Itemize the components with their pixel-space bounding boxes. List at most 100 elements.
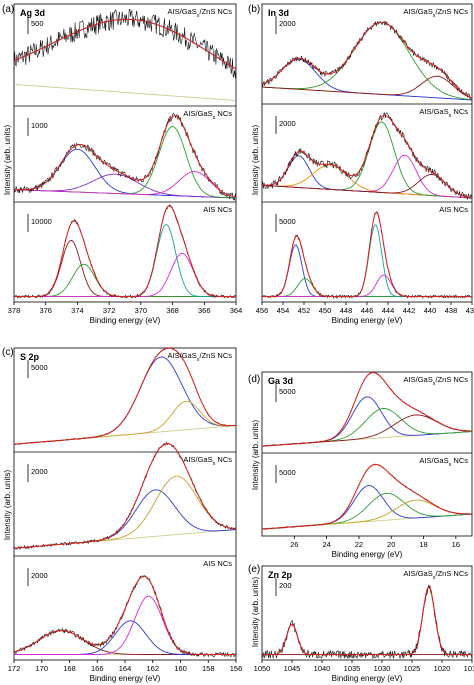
x-tick-label: 454 (277, 306, 290, 315)
sample-label: AIS/GaSx NCs (183, 455, 232, 467)
fit-envelope-line (13, 575, 236, 655)
peak-component-2 (261, 121, 473, 199)
sample-label: AIS/GaSx NCs (419, 107, 468, 119)
fit-envelope-line (261, 371, 472, 447)
peak-component-2 (13, 126, 237, 199)
fit-envelope-line (262, 114, 473, 199)
fit-envelope-line (262, 211, 472, 298)
scale-bar-label: 2000 (31, 467, 48, 476)
peak-component-1 (261, 21, 473, 101)
sample-label: AIS/GaSx/ZnS NCs (404, 375, 469, 387)
peak-component-2 (14, 224, 236, 298)
raw-data-line (13, 574, 237, 658)
peak-component-1 (261, 164, 473, 199)
subplot-0: AIS/GaSx/ZnS NCs 5000 (261, 371, 473, 447)
x-tick-label: 172 (8, 664, 21, 673)
x-axis-title: Binding energy (eV) (332, 316, 403, 325)
x-tick-label: 26 (290, 540, 298, 549)
scale-bar-label: 2000 (279, 119, 296, 128)
x-tick-label: 378 (8, 306, 21, 315)
y-axis-title: Intensity (arb. units) (3, 470, 12, 541)
peak-component-1 (13, 400, 237, 445)
x-tick-label: 168 (63, 664, 76, 673)
subplot-1: AIS/GaSx NCs 2000 (13, 441, 237, 551)
peak-component-1 (13, 173, 237, 199)
fit-envelope-line (13, 442, 237, 549)
peak-component-3 (262, 274, 472, 298)
plot-frame (261, 565, 473, 661)
x-axis-title: Binding energy (eV) (90, 316, 161, 325)
element-label: Zn 2p (268, 570, 293, 580)
peak-component-0 (262, 244, 472, 298)
x-tick-label: 158 (202, 664, 215, 673)
element-label: In 3d (268, 8, 289, 18)
x-tick-label: 1050 (254, 664, 271, 673)
x-tick-label: 156 (230, 664, 243, 673)
subplot-1: AIS/GaSx NCs 1000 (13, 105, 237, 202)
background-line (13, 84, 237, 101)
x-tick-label: 456 (256, 306, 269, 315)
x-axis-title: Binding energy (eV) (332, 674, 403, 683)
x-tick-label: 18 (419, 540, 427, 549)
panel-letter: (e) (248, 564, 260, 575)
x-tick-label: 170 (35, 664, 48, 673)
y-axis-title: Intensity (arb. units) (3, 125, 12, 196)
x-tick-label: 20 (387, 540, 395, 549)
sample-label: AIS/GaSx NCs (419, 456, 468, 468)
subplot-0: AIS/GaSx/ZnS NCs 200 (261, 569, 473, 660)
fit-envelope-line (261, 21, 473, 99)
x-tick-label: 1030 (374, 664, 391, 673)
plot-frame (261, 371, 473, 537)
peak-component-0 (13, 630, 236, 655)
fit-envelope-line (262, 586, 472, 656)
x-tick-label: 166 (91, 664, 104, 673)
peak-component-1 (14, 620, 236, 655)
x-tick-label: 438 (445, 306, 458, 315)
x-tick-label: 16 (452, 540, 460, 549)
x-tick-label: 1045 (284, 664, 301, 673)
x-tick-label: 372 (103, 306, 116, 315)
fit-envelope-line (262, 464, 472, 530)
peak-component-1 (13, 475, 237, 549)
peak-component-3 (14, 252, 236, 298)
peak-component-0 (13, 489, 237, 549)
x-axis-title: Binding energy (eV) (90, 674, 161, 683)
sample-label: AIS/GaSx/ZnS NCs (168, 7, 233, 19)
x-tick-label: 452 (298, 306, 311, 315)
x-tick-label: 448 (340, 306, 353, 315)
peak-component-3 (13, 171, 237, 198)
scale-bar-label: 5000 (279, 468, 296, 477)
scale-bar-label: 1000 (31, 121, 48, 130)
raw-data-line (261, 584, 473, 660)
subplot-2: AIS NCs 5000 (261, 201, 473, 300)
subplot-2: AIS NCs 2000 (13, 555, 237, 658)
panel-letter: (b) (248, 4, 260, 15)
scale-bar-label: 2000 (31, 571, 48, 580)
scale-bar-label: 500 (31, 19, 44, 28)
x-tick-label: 164 (119, 664, 132, 673)
element-label: Ga 3d (268, 376, 293, 386)
plot-frame (13, 3, 237, 303)
subplot-0: AIS/GaSx/ZnS NCs 2000 (261, 7, 473, 101)
panel-letter: (d) (248, 374, 260, 385)
x-tick-label: 370 (135, 306, 148, 315)
scale-bar-label: 10000 (31, 217, 52, 226)
sample-label: AIS/GaSx/ZnS NCs (404, 7, 469, 19)
subplot-0: AIS/GaSx/ZnS NCs 5000 (13, 347, 237, 446)
peak-component-2 (14, 595, 236, 655)
x-tick-label: 450 (319, 306, 332, 315)
x-tick-label: 1035 (344, 664, 361, 673)
x-tick-label: 374 (71, 306, 84, 315)
x-tick-label: 1015 (464, 664, 474, 673)
element-label: Ag 3d (20, 8, 45, 18)
subplot-1: AIS/GaSx NCs 2000 (261, 103, 473, 201)
subplot-2: AIS NCs 10000 (13, 201, 237, 299)
peak-component-1 (262, 278, 472, 298)
x-tick-label: 444 (382, 306, 395, 315)
x-tick-label: 364 (230, 306, 243, 315)
scale-bar-label: 5000 (31, 363, 48, 372)
x-tick-label: 442 (403, 306, 416, 315)
